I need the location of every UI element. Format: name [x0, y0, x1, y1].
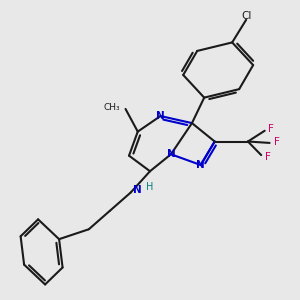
Text: F: F	[268, 124, 274, 134]
Text: F: F	[265, 152, 270, 162]
Text: N: N	[196, 160, 205, 170]
Text: CH₃: CH₃	[104, 103, 120, 112]
Text: F: F	[274, 136, 280, 146]
Text: N: N	[156, 111, 165, 121]
Text: H: H	[146, 182, 154, 192]
Text: Cl: Cl	[241, 11, 251, 21]
Text: N: N	[133, 184, 141, 195]
Text: N: N	[167, 149, 176, 159]
